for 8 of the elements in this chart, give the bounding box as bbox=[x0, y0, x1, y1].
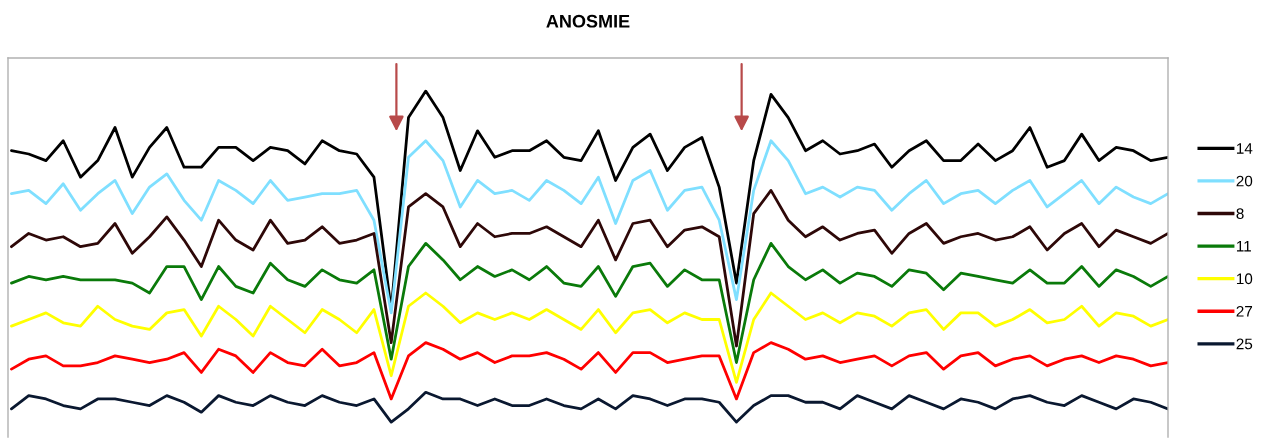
legend-label: 10 bbox=[1236, 273, 1253, 285]
legend-label: 14 bbox=[1236, 143, 1253, 154]
legend-label: 8 bbox=[1236, 208, 1244, 220]
legend-label: 11 bbox=[1236, 240, 1251, 252]
legend-label: 20 bbox=[1236, 175, 1253, 187]
legend-label: 25 bbox=[1236, 338, 1253, 350]
legend-label: 27 bbox=[1236, 305, 1253, 317]
chart-title: ANOSMIE bbox=[546, 14, 630, 28]
